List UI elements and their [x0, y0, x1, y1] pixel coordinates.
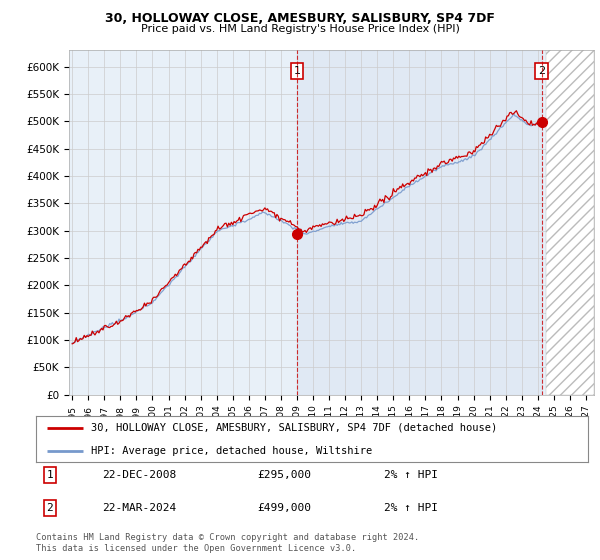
Text: 30, HOLLOWAY CLOSE, AMESBURY, SALISBURY, SP4 7DF (detached house): 30, HOLLOWAY CLOSE, AMESBURY, SALISBURY,… [91, 423, 497, 432]
Text: 30, HOLLOWAY CLOSE, AMESBURY, SALISBURY, SP4 7DF: 30, HOLLOWAY CLOSE, AMESBURY, SALISBURY,… [105, 12, 495, 25]
Text: £295,000: £295,000 [257, 470, 311, 480]
Text: HPI: Average price, detached house, Wiltshire: HPI: Average price, detached house, Wilt… [91, 446, 373, 455]
Text: £499,000: £499,000 [257, 503, 311, 513]
Text: 22-MAR-2024: 22-MAR-2024 [102, 503, 176, 513]
Text: 2% ↑ HPI: 2% ↑ HPI [384, 503, 438, 513]
Text: Contains HM Land Registry data © Crown copyright and database right 2024.
This d: Contains HM Land Registry data © Crown c… [36, 533, 419, 553]
Text: 1: 1 [293, 66, 301, 76]
Text: 2: 2 [46, 503, 53, 513]
Text: 1: 1 [46, 470, 53, 480]
Text: Price paid vs. HM Land Registry's House Price Index (HPI): Price paid vs. HM Land Registry's House … [140, 24, 460, 34]
Text: 2% ↑ HPI: 2% ↑ HPI [384, 470, 438, 480]
Text: 22-DEC-2008: 22-DEC-2008 [102, 470, 176, 480]
Text: 2: 2 [538, 66, 545, 76]
Bar [297, 50, 542, 395]
